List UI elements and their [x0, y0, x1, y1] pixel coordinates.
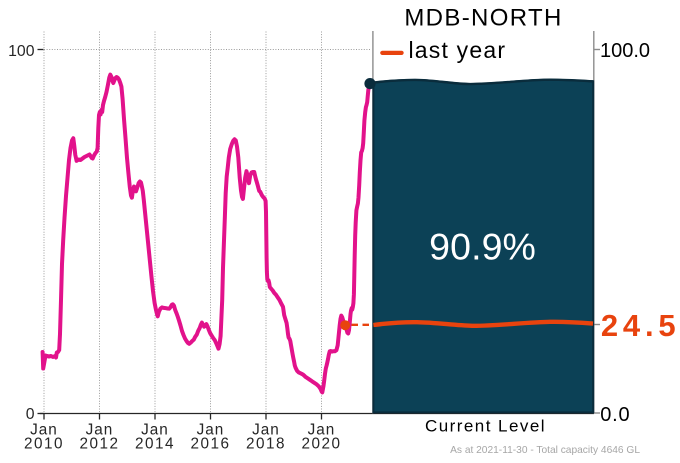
- svg-text:Jan: Jan: [197, 422, 225, 439]
- svg-text:last year: last year: [409, 37, 507, 63]
- svg-text:Jan: Jan: [141, 422, 169, 439]
- svg-text:0: 0: [26, 406, 35, 423]
- svg-text:Jan: Jan: [86, 422, 114, 439]
- svg-text:Current Level: Current Level: [425, 417, 546, 436]
- svg-text:2010: 2010: [24, 436, 64, 453]
- svg-text:2012: 2012: [79, 436, 119, 453]
- svg-text:0.0: 0.0: [600, 404, 630, 426]
- svg-text:Jan: Jan: [252, 422, 280, 439]
- svg-text:2016: 2016: [190, 436, 230, 453]
- svg-text:24.5: 24.5: [601, 308, 680, 343]
- svg-text:90.9%: 90.9%: [429, 226, 536, 268]
- svg-text:100: 100: [8, 43, 35, 60]
- svg-text:Jan: Jan: [30, 422, 58, 439]
- svg-text:Jan: Jan: [308, 422, 336, 439]
- svg-text:2018: 2018: [246, 436, 286, 453]
- svg-text:As at 2021-11-30 - Total capac: As at 2021-11-30 - Total capacity 4646 G…: [450, 445, 640, 456]
- svg-text:2020: 2020: [301, 436, 341, 453]
- svg-text:100.0: 100.0: [600, 40, 650, 62]
- svg-text:2014: 2014: [135, 436, 175, 453]
- svg-text:MDB-NORTH: MDB-NORTH: [404, 5, 562, 32]
